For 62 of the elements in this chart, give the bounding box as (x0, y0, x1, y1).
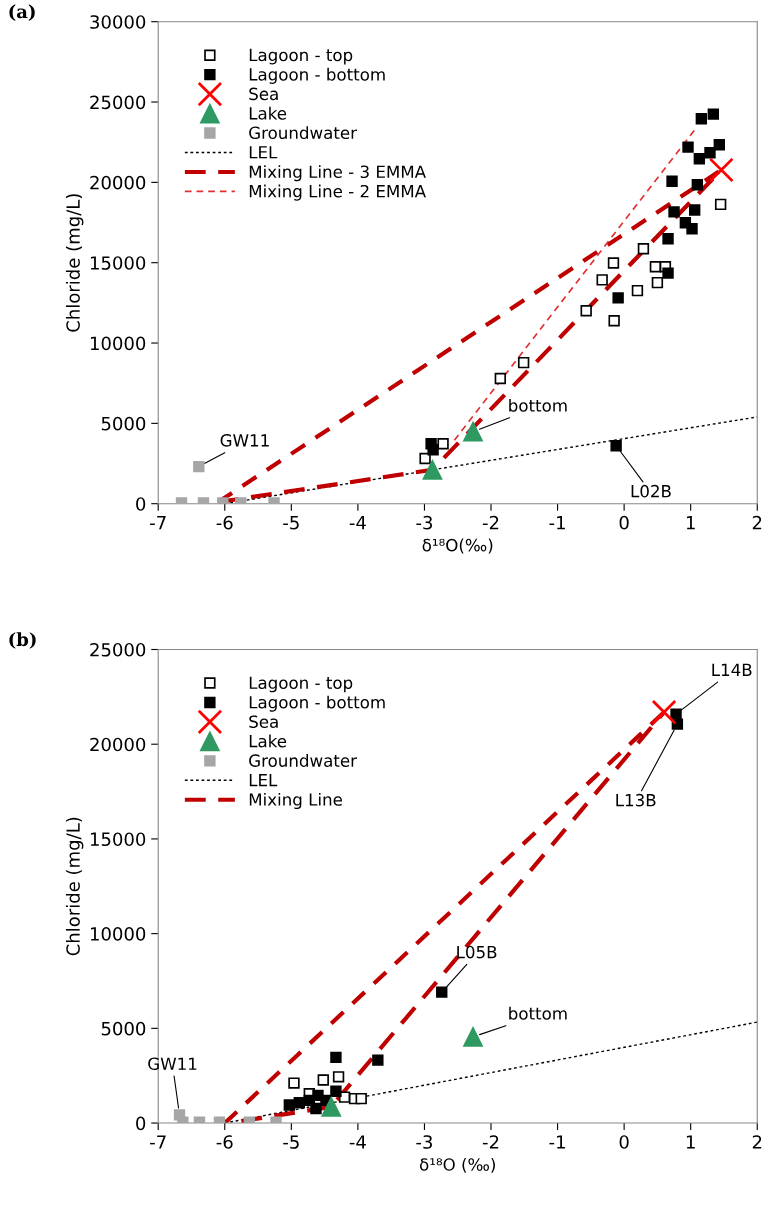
legend-label: Mixing Line - 3 EMMA (249, 165, 426, 182)
legend-label: Mixing Line (249, 792, 342, 810)
annotation: bottom (509, 1006, 567, 1020)
y-tick-label: 10000 (90, 336, 146, 351)
annotation: GW11 (220, 434, 269, 447)
x-tick-label: -1 (549, 1135, 565, 1149)
y-tick-label: 15000 (90, 832, 146, 847)
x-tick-label: -7 (150, 1135, 166, 1149)
legend-label: Groundwater (249, 126, 357, 140)
y-axis-title: Chloride (mg/L) (65, 817, 84, 956)
x-tick-label: 2 (752, 1135, 762, 1149)
x-tick-label: -7 (150, 516, 166, 530)
y-axis-title: Chloride (mg/L) (65, 194, 84, 332)
y-tick-label: 10000 (90, 927, 146, 941)
legend-label: Mixing Line - 2 EMMA (249, 184, 426, 201)
chart-title: (a) (9, 4, 35, 21)
legend-label: Lagoon - top (249, 48, 353, 65)
legend-label: LEL (249, 146, 278, 159)
x-tick-label: 2 (752, 515, 762, 530)
legend-label: Lake (249, 734, 287, 748)
annotation: L05B (457, 945, 497, 959)
x-tick-label: -3 (416, 515, 432, 530)
x-tick-label: -2 (482, 1135, 499, 1149)
legend-label: Lagoon - bottom (249, 67, 385, 84)
y-tick-label: 5000 (101, 416, 146, 431)
x-tick-label: -4 (349, 516, 366, 530)
legend-label: Lagoon - bottom (249, 695, 385, 712)
annotation: bottom (509, 398, 567, 412)
y-tick-label: 15000 (90, 256, 146, 270)
legend-label: Groundwater (249, 754, 357, 767)
x-tick-label: -5 (283, 516, 299, 530)
legend-label: Lagoon - top (249, 676, 353, 693)
annotation: L02B (631, 484, 671, 498)
x-tick-label: 0 (619, 515, 629, 530)
y-tick-label: 5000 (101, 1021, 146, 1036)
x-tick-label: -6 (216, 1135, 233, 1149)
legend-label: Sea (249, 87, 278, 101)
y-tick-label: 20000 (90, 737, 146, 752)
x-tick-label: -4 (349, 1135, 366, 1149)
x-tick-label: -2 (482, 515, 499, 530)
x-tick-label: -6 (216, 515, 233, 530)
y-tick-label: 30000 (90, 15, 146, 29)
x-axis-title: δ¹⁸O (‰) (419, 1157, 495, 1173)
annotation: L13B (616, 793, 656, 807)
y-tick-label: 0 (136, 497, 146, 511)
x-tick-label: -1 (549, 516, 565, 530)
x-tick-label: 1 (686, 1135, 695, 1149)
chart-title: (b) (9, 632, 36, 649)
y-tick-label: 25000 (90, 95, 146, 110)
x-tick-label: -5 (283, 1135, 299, 1149)
legend-label: LEL (249, 773, 278, 787)
x-tick-label: 1 (686, 516, 695, 530)
annotation: GW11 (148, 1057, 197, 1071)
x-tick-label: 0 (619, 1135, 629, 1149)
y-tick-label: 25000 (90, 642, 146, 657)
annotation: L14B (712, 663, 752, 676)
x-axis-title: δ¹⁸O(‰) (422, 538, 493, 554)
legend-label: Sea (249, 715, 278, 728)
legend-label: Lake (249, 106, 287, 120)
x-tick-label: -3 (416, 1135, 432, 1149)
y-tick-label: 20000 (90, 175, 146, 190)
y-tick-label: 0 (136, 1116, 146, 1131)
